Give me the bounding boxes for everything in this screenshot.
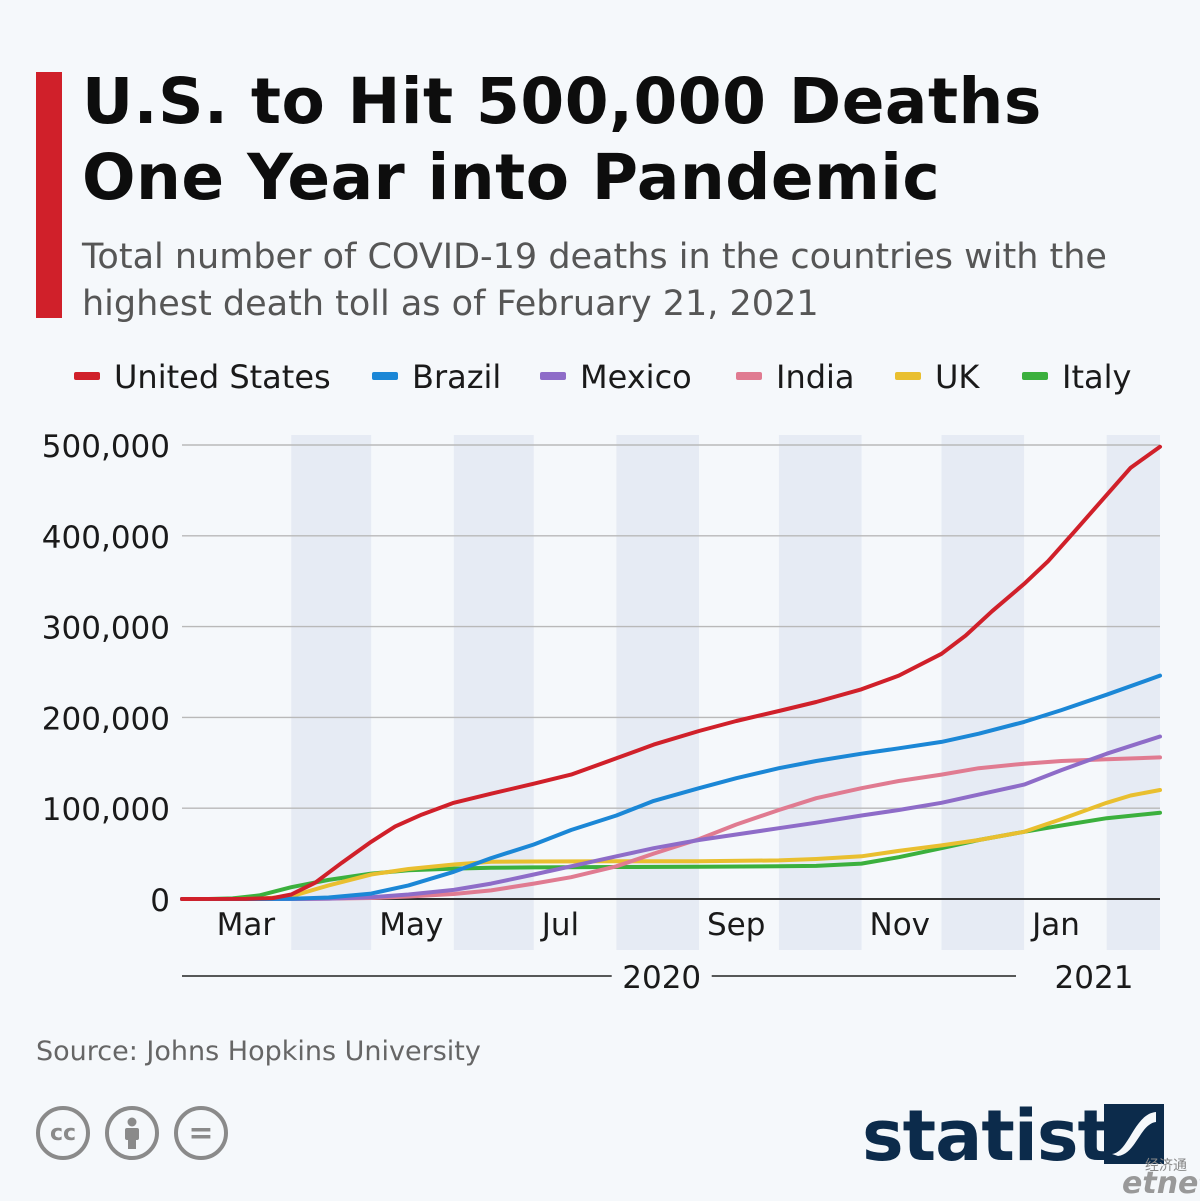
legend-label: Brazil	[412, 358, 501, 396]
creative-commons-icon[interactable]: cc	[36, 1106, 90, 1160]
legend-label: UK	[935, 358, 980, 396]
y-tick-label: 400,000	[42, 520, 170, 556]
year-label: 2020	[622, 960, 701, 996]
y-tick-label: 100,000	[42, 792, 170, 828]
watermark-etnet: etnet	[1122, 1166, 1200, 1201]
legend-swatch	[736, 372, 762, 380]
series-line-uk	[180, 788, 1162, 901]
line-chart: 0 100,000 200,000 300,000 400,000 500,000 Mar M…	[42, 358, 1162, 996]
legend-label: Mexico	[580, 358, 692, 396]
y-tick-label: 200,000	[42, 701, 170, 737]
no-derivatives-icon[interactable]: =	[174, 1106, 228, 1160]
x-tick-label: Jan	[1030, 907, 1080, 943]
chart-subtitle: Total number of COVID-19 deaths in the c…	[82, 237, 1107, 324]
x-tick-label: Nov	[870, 907, 931, 943]
shaded-month-band	[291, 435, 372, 950]
legend-label: Italy	[1062, 358, 1131, 396]
legend-swatch	[372, 372, 398, 380]
shaded-month-band	[616, 435, 699, 950]
shaded-month-band	[453, 435, 534, 950]
series-line-mexico	[180, 734, 1162, 901]
y-tick-label: 300,000	[42, 611, 170, 647]
x-tick-label: Mar	[217, 907, 276, 943]
x-tick-label: May	[379, 907, 443, 943]
x-tick-label: Sep	[707, 907, 765, 943]
legend-swatch	[74, 372, 100, 380]
chart-title: U.S. to Hit 500,000 Deaths One Year into…	[82, 65, 1042, 214]
source-note: Source: Johns Hopkins University	[36, 1036, 481, 1067]
x-tick-label: Jul	[540, 907, 579, 943]
y-tick-label: 0	[150, 883, 170, 919]
series-line-united-states	[180, 444, 1162, 901]
legend-swatch	[1022, 372, 1048, 380]
legend-label: United States	[114, 358, 331, 396]
watermark-cn: 经济通	[1145, 1158, 1187, 1174]
shaded-month-band	[941, 435, 1025, 950]
statista-logo-icon	[1104, 1104, 1164, 1164]
legend-label: India	[776, 358, 855, 396]
year-label: 2021	[1055, 960, 1134, 996]
title-accent-bar	[36, 72, 62, 318]
license-icons: cc =	[36, 1106, 228, 1160]
legend-swatch	[540, 372, 566, 380]
series-line-brazil	[180, 673, 1162, 901]
attribution-icon[interactable]	[105, 1106, 159, 1160]
legend-swatch	[895, 372, 921, 380]
y-tick-label: 500,000	[42, 429, 170, 465]
